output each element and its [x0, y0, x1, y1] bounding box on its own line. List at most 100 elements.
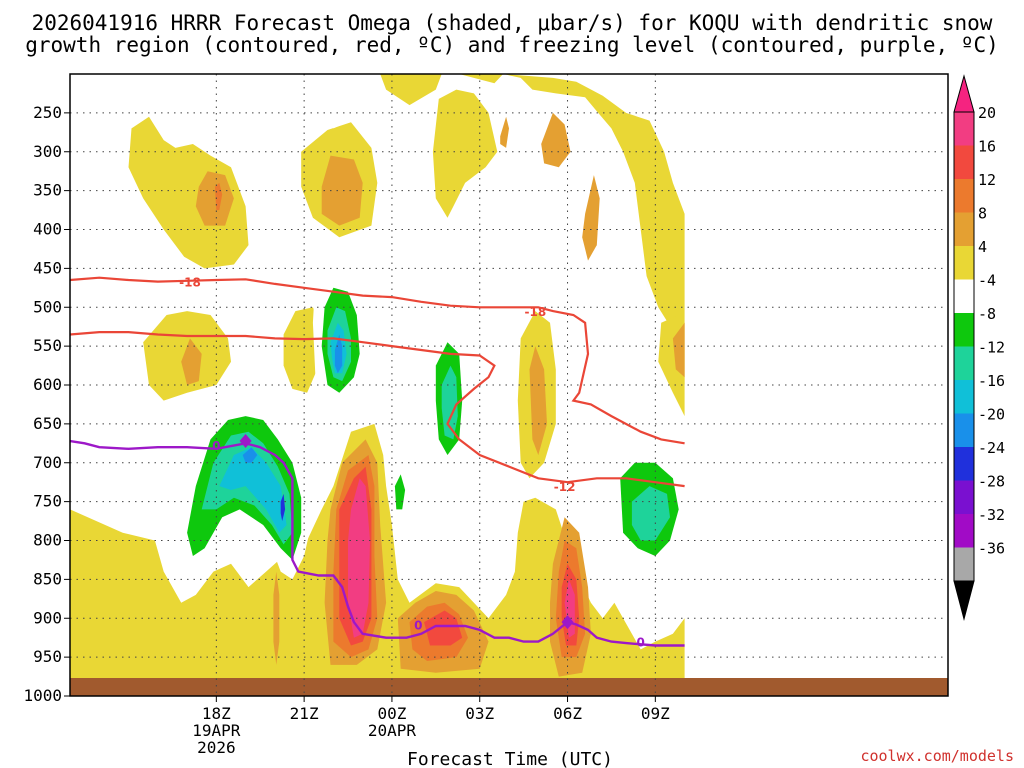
x-tick-label-09Z: 09Z: [641, 704, 670, 723]
y-tick-label-250: 250: [33, 103, 62, 122]
colorbar-label-20: 20: [978, 104, 996, 122]
credit-link[interactable]: coolwx.com/models: [860, 747, 1014, 765]
omega-region-mid-band-max-1: [181, 338, 202, 385]
x-tick-year-18Z: 2026: [197, 738, 236, 757]
omega-region-right-center-max: [529, 346, 547, 455]
temperature-contours: -18 -18 -12 0 0 0: [70, 276, 685, 650]
colorbar-bottom-arrow: [953, 580, 975, 621]
y-tick-label-900: 900: [33, 608, 62, 627]
omega-region-mid-band-positive-2: [283, 307, 322, 393]
y-tick-label-600: 600: [33, 375, 62, 394]
colorbar-swatch--8: [954, 313, 974, 347]
omega-region-green-right-12: [631, 486, 670, 541]
colorbar-label-4: 4: [978, 238, 987, 256]
y-tick-label-950: 950: [33, 647, 62, 666]
y-tick-label-300: 300: [33, 142, 62, 161]
omega-region-upper-left-max2: [214, 182, 223, 211]
colorbar-label-8: 8: [978, 205, 987, 223]
colorbar-label--32: -32: [978, 506, 1005, 524]
red-contour-1: [70, 331, 685, 488]
colorbar-label--16: -16: [978, 372, 1005, 390]
omega-region-center-upper-max: [500, 116, 509, 148]
colorbar-top-arrow: [953, 74, 975, 113]
y-tick-label-650: 650: [33, 414, 62, 433]
purple-contour-label-0: 0: [212, 439, 220, 453]
red-contour-label-1: -18: [524, 305, 546, 319]
purple-diamond-1: [561, 615, 574, 630]
omega-region-right-mid-max: [582, 175, 600, 261]
purple-contour-label-1: 0: [414, 618, 422, 632]
red-contour-label-0: -18: [179, 276, 201, 290]
colorbar-swatch--32: [954, 514, 974, 548]
colorbar-label--8: -8: [978, 305, 996, 323]
omega-region-low-center-16: [424, 610, 463, 646]
omega-region-far-right-max: [672, 322, 685, 378]
y-tick-label-850: 850: [33, 569, 62, 588]
colorbar-swatch--24: [954, 447, 974, 481]
y-tick-label-750: 750: [33, 492, 62, 511]
purple-contour-label-2: 0: [637, 636, 645, 650]
omega-region-green-center-20: [334, 334, 343, 374]
omega-region-green-right-sub-12: [441, 365, 458, 440]
colorbar-swatch-12: [954, 179, 974, 213]
y-tick-label-700: 700: [33, 453, 62, 472]
x-tick-label-18Z: 18Z: [202, 704, 231, 723]
omega-region-green-top: [327, 74, 346, 129]
colorbar-label--4: -4: [978, 272, 996, 290]
omega-region-mid-upper-max: [321, 155, 363, 226]
y-tick-label-800: 800: [33, 531, 62, 550]
omega-region-green-thin: [595, 291, 600, 378]
colorbar-label--20: -20: [978, 406, 1005, 424]
omega-region-right-upper-positive: [432, 89, 498, 218]
colorbar-swatch-20: [954, 112, 974, 146]
colorbar-label--24: -24: [978, 439, 1005, 457]
x-tick-date-18Z: 19APR: [192, 721, 241, 740]
x-axis-label: Forecast Time (UTC): [407, 749, 613, 768]
y-tick-label-450: 450: [33, 258, 62, 277]
omega-region-upper-left-positive: [128, 116, 249, 269]
x-tick-label-00Z: 00Z: [377, 704, 406, 723]
purple-diamond-0: [239, 433, 252, 448]
y-tick-label-500: 500: [33, 297, 62, 316]
colorbar-label--28: -28: [978, 473, 1005, 491]
colorbar-swatch-8: [954, 212, 974, 246]
omega-region-right-upper-max: [541, 112, 571, 168]
red-contour-label-2: -12: [554, 480, 576, 494]
x-tick-date-00Z: 20APR: [368, 721, 417, 740]
colorbar-label-16: 16: [978, 138, 996, 156]
y-tick-label-400: 400: [33, 220, 62, 239]
x-tick-label-03Z: 03Z: [465, 704, 494, 723]
omega-region-lower-max-20: [348, 478, 370, 638]
colorbar-label--36: -36: [978, 540, 1005, 558]
colorbar-label-12: 12: [978, 171, 996, 189]
x-tick-label-06Z: 06Z: [553, 704, 582, 723]
omega-region-green-left-12: [201, 431, 293, 545]
colorbar: 20 16 12 8 4 -4 -8 -12 -16 -20 -24 -28 -32 -36: [953, 74, 1005, 621]
omega-shading: [70, 74, 685, 689]
colorbar-swatch--16: [954, 380, 974, 414]
colorbar-swatch--20: [954, 413, 974, 447]
omega-region-green-left-20: [242, 447, 258, 463]
omega-region-upper-left-max: [195, 171, 234, 226]
ground-bar: [70, 678, 948, 696]
omega-region-green-small-8: [394, 474, 406, 510]
x-tick-label-21Z: 21Z: [290, 704, 319, 723]
chart-title-line2: growth region (contoured, red, ºC) and f…: [25, 33, 999, 57]
colorbar-swatch--4: [954, 279, 974, 313]
y-tick-label-550: 550: [33, 336, 62, 355]
y-tick-label-1000: 1000: [23, 686, 62, 705]
y-tick-label-350: 350: [33, 181, 62, 200]
colorbar-swatch--12: [954, 346, 974, 380]
y-axis: 250 300 350 400 450 500 550 600 650 700 750 800 850 9…: [23, 103, 70, 705]
omega-region-green-left-16: [219, 447, 287, 533]
red-contour-0: [70, 276, 685, 445]
colorbar-swatch--36: [954, 547, 974, 581]
colorbar-swatch-4: [954, 246, 974, 280]
chart-title-line1: 2026041916 HRRR Forecast Omega (shaded, …: [32, 11, 993, 35]
omega-region-surface-max-left: [273, 571, 280, 665]
omega-region-green-left-24: [280, 493, 286, 522]
colorbar-label--12: -12: [978, 339, 1005, 357]
colorbar-swatch-16: [954, 145, 974, 179]
